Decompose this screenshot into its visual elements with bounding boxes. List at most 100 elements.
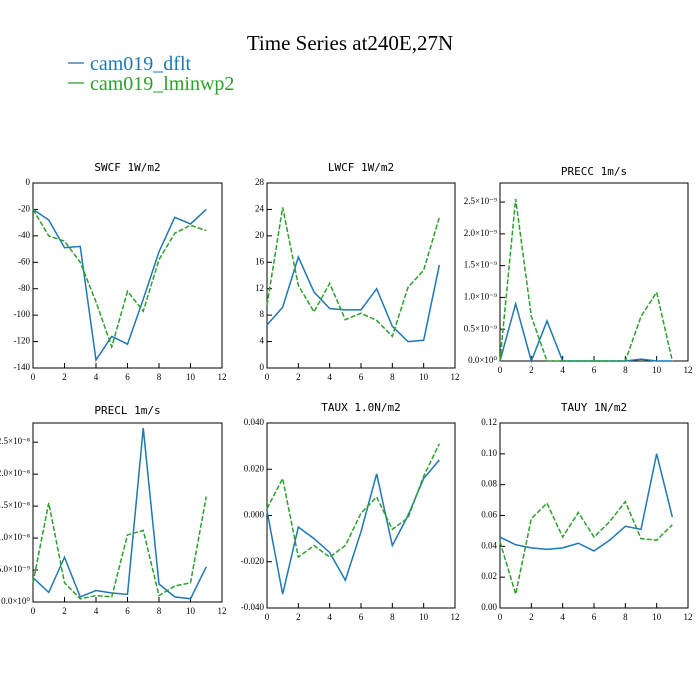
y-tick-label: 1.0×10⁻⁹ [464, 291, 497, 301]
y-tick-label: -60 [18, 256, 30, 266]
y-tick-label: 4 [260, 336, 265, 346]
y-tick-label: 0 [260, 362, 265, 372]
x-tick-label: 2 [62, 606, 67, 616]
x-tick-label: 2 [529, 612, 534, 622]
panel-title: TAUY 1N/m2 [561, 401, 627, 414]
y-tick-label: 0.04 [481, 540, 497, 550]
y-tick-label: 0.08 [481, 479, 497, 489]
x-tick-label: 6 [592, 365, 597, 375]
x-tick-label: 0 [31, 606, 36, 616]
x-tick-label: 10 [652, 612, 662, 622]
y-tick-label: -0.020 [241, 556, 265, 566]
x-tick-label: 4 [560, 612, 565, 622]
y-tick-label: 16 [255, 256, 265, 266]
x-tick-label: 2 [296, 612, 301, 622]
series-line [32, 496, 207, 600]
x-tick-label: 12 [451, 612, 460, 622]
y-tick-label: 0.040 [244, 417, 265, 427]
x-tick-label: 10 [419, 372, 429, 382]
x-tick-label: 2 [529, 365, 534, 375]
legend-label: cam019_dflt [90, 53, 192, 75]
y-tick-label: 2.0×10⁻⁸ [0, 468, 30, 478]
panel-title: TAUX 1.0N/m2 [321, 401, 400, 414]
x-tick-label: 8 [623, 612, 628, 622]
y-tick-label: 8 [260, 309, 265, 319]
y-tick-label: 24 [255, 203, 265, 213]
x-tick-label: 8 [623, 365, 628, 375]
y-tick-label: 1.5×10⁻⁸ [0, 500, 30, 510]
x-tick-label: 4 [94, 372, 99, 382]
y-tick-label: -20 [18, 203, 30, 213]
y-tick-label: 0.02 [481, 571, 497, 581]
series-line [266, 443, 441, 559]
y-tick-label: 20 [255, 230, 265, 240]
x-tick-label: 10 [186, 606, 196, 616]
page-title: Time Series at240E,27N [247, 31, 453, 55]
y-tick-label: 1.0×10⁻⁸ [0, 532, 30, 542]
x-tick-label: 8 [157, 372, 162, 382]
series-line [266, 207, 441, 338]
x-tick-label: 2 [296, 372, 301, 382]
x-tick-label: 4 [327, 372, 332, 382]
y-tick-label: 0.5×10⁻⁹ [464, 323, 497, 333]
y-tick-label: 2.5×10⁻⁸ [0, 436, 30, 446]
y-tick-label: 0.10 [481, 448, 497, 458]
x-tick-label: 6 [125, 606, 130, 616]
x-tick-label: 6 [125, 372, 130, 382]
x-tick-label: 4 [94, 606, 99, 616]
x-tick-label: 12 [684, 612, 693, 622]
y-tick-label: -140 [14, 362, 31, 372]
x-tick-label: 6 [592, 612, 597, 622]
panel-title: PRECC 1m/s [561, 165, 627, 178]
x-tick-label: 6 [359, 372, 364, 382]
y-tick-label: -40 [18, 230, 30, 240]
y-tick-label: 2.0×10⁻⁹ [464, 228, 497, 238]
x-tick-label: 0 [498, 612, 503, 622]
series-line [499, 453, 674, 552]
series-line [499, 198, 674, 362]
y-tick-label: 28 [255, 177, 265, 187]
y-tick-label: -100 [14, 309, 31, 319]
x-tick-label: 10 [186, 372, 196, 382]
series-line [499, 500, 673, 595]
y-tick-label: 0.020 [244, 463, 265, 473]
x-tick-label: 10 [419, 612, 429, 622]
x-tick-label: 8 [157, 606, 162, 616]
y-tick-label: 0.0×10⁰ [468, 355, 497, 365]
y-tick-label: 2.5×10⁻⁹ [464, 196, 497, 206]
y-tick-label: -80 [18, 283, 30, 293]
x-tick-label: 12 [684, 365, 693, 375]
x-tick-label: 4 [560, 365, 565, 375]
panel-title: PRECL 1m/s [94, 404, 160, 417]
y-tick-label: 5.0×10⁻⁹ [0, 564, 30, 574]
y-tick-label: 0.0×10⁰ [1, 596, 30, 606]
series-line [32, 209, 207, 350]
x-tick-label: 12 [218, 372, 227, 382]
y-tick-label: -120 [14, 336, 31, 346]
series-line [32, 208, 207, 363]
x-tick-label: 0 [265, 612, 270, 622]
series-line [32, 428, 207, 600]
series-line [266, 254, 441, 343]
x-tick-label: 6 [359, 612, 364, 622]
y-tick-label: 0.00 [481, 602, 497, 612]
y-tick-label: 0 [26, 177, 31, 187]
panel-title: LWCF 1W/m2 [328, 161, 394, 174]
y-tick-label: 12 [255, 283, 264, 293]
x-tick-label: 2 [62, 372, 67, 382]
panel-title: SWCF 1W/m2 [94, 161, 160, 174]
y-tick-label: 0.12 [481, 417, 497, 427]
y-tick-label: 1.5×10⁻⁹ [464, 260, 497, 270]
x-tick-label: 0 [265, 372, 270, 382]
x-tick-label: 4 [327, 612, 332, 622]
x-tick-label: 8 [390, 612, 395, 622]
x-tick-label: 12 [451, 372, 460, 382]
legend-label: cam019_lminwp2 [90, 73, 234, 95]
x-tick-label: 0 [498, 365, 503, 375]
y-tick-label: 0.06 [481, 510, 497, 520]
y-tick-label: 0.000 [244, 510, 265, 520]
x-tick-label: 10 [652, 365, 662, 375]
x-tick-label: 0 [31, 372, 36, 382]
